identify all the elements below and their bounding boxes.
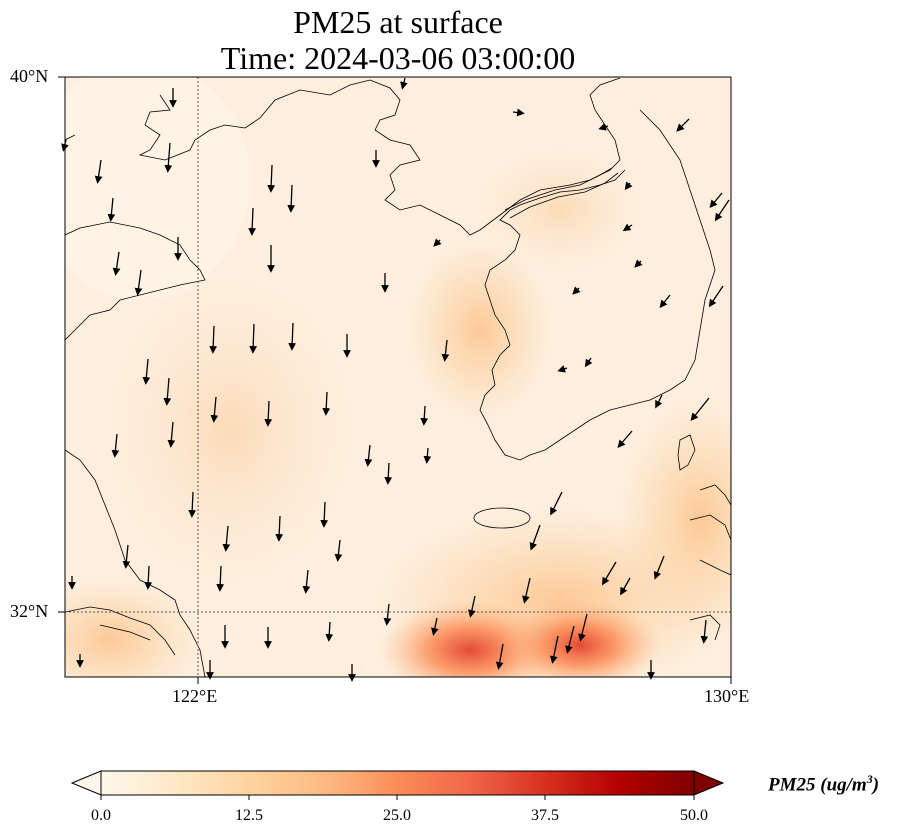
lon-label-130e: 130°E xyxy=(704,686,750,706)
wind-arrow xyxy=(222,525,231,552)
wind-arrow xyxy=(620,577,631,596)
colorbar-tick-1: 12.5 xyxy=(235,807,263,824)
wind-arrow xyxy=(512,108,525,117)
wind-arrow xyxy=(714,199,730,222)
wind-arrow xyxy=(267,164,276,193)
wind-arrow xyxy=(423,447,432,464)
wind-arrow xyxy=(700,619,709,644)
colorbar-max-extend xyxy=(693,770,725,796)
wind-arrow xyxy=(655,394,663,409)
wind-arrow xyxy=(433,238,442,247)
wind-arrow xyxy=(163,377,172,406)
wind-arrow xyxy=(400,77,408,90)
wind-arrow xyxy=(210,396,219,423)
wind-arrow xyxy=(216,565,225,592)
wind-arrow xyxy=(709,192,723,208)
wind-arrow xyxy=(112,251,121,276)
wind-arrow xyxy=(676,118,690,132)
wind-arrow xyxy=(624,181,633,191)
colorbar-min-extend xyxy=(70,770,102,796)
wind-arrow xyxy=(598,123,609,131)
wind-arrow xyxy=(617,430,633,448)
wind-arrow xyxy=(167,421,176,448)
wind-arrow xyxy=(441,339,450,362)
wind-arrow xyxy=(584,357,593,368)
wind-arrow xyxy=(142,358,151,385)
wind-arrow xyxy=(302,569,311,594)
wind-arrow xyxy=(431,617,439,636)
wind-arrow xyxy=(164,142,173,173)
wind-arrow xyxy=(634,259,643,268)
lat-label-32n: 32°N xyxy=(10,601,49,621)
wind-arrow xyxy=(94,159,103,184)
lat-label-40n: 40°N xyxy=(10,66,49,86)
wind-arrow xyxy=(325,621,334,642)
wind-arrow xyxy=(565,625,575,654)
wind-arrow xyxy=(287,184,296,213)
pm25-field xyxy=(65,77,731,677)
wind-arrow xyxy=(264,400,273,427)
wind-arrow xyxy=(209,325,218,354)
wind-arrow xyxy=(111,433,120,458)
wind-arrow xyxy=(690,397,710,422)
wind-arrow xyxy=(134,269,143,296)
lon-label-122e: 122°E xyxy=(172,686,218,706)
wind-arrow xyxy=(107,197,116,222)
gridlines xyxy=(65,77,731,677)
wind-arrow xyxy=(275,515,284,542)
wind-arrow xyxy=(288,322,297,351)
wind-arrow xyxy=(420,405,429,426)
colorbar-tick-0: 0.0 xyxy=(91,807,111,824)
wind-arrow xyxy=(384,462,393,485)
wind-arrow xyxy=(144,565,153,590)
wind-arrow xyxy=(557,365,568,373)
title-line-2: Time: 2024-03-06 03:00:00 xyxy=(220,40,576,76)
wind-arrow xyxy=(549,635,559,664)
wind-arrow xyxy=(383,603,392,626)
wind-arrow xyxy=(320,501,329,528)
wind-arrow xyxy=(364,444,373,467)
wind-arrow xyxy=(188,491,197,518)
wind-arrow xyxy=(334,539,343,562)
wind-arrow xyxy=(249,323,258,354)
colorbar-tick-3: 37.5 xyxy=(531,807,559,824)
wind-arrow xyxy=(522,577,531,604)
colorbar-tick-2: 25.0 xyxy=(383,807,411,824)
title-line-1: PM25 at surface xyxy=(293,4,503,40)
wind-arrow xyxy=(659,294,671,309)
wind-arrow xyxy=(495,643,504,670)
wind-arrow xyxy=(122,544,131,569)
wind-arrow xyxy=(601,561,617,586)
wind-vectors xyxy=(61,77,730,682)
colorbar xyxy=(70,770,725,800)
axis-ticks xyxy=(58,76,732,684)
wind-arrow xyxy=(248,207,257,236)
wind-arrow xyxy=(550,491,563,516)
map-frame xyxy=(64,76,732,678)
wind-arrow xyxy=(529,524,541,551)
wind-arrow xyxy=(572,286,581,295)
wind-arrow xyxy=(708,285,724,308)
colorbar-tick-4: 50.0 xyxy=(680,807,708,824)
wind-arrow xyxy=(653,555,665,580)
colorbar-label: PM25 (ug/m3) xyxy=(768,772,880,796)
coastlines xyxy=(65,77,731,677)
wind-arrow xyxy=(622,223,633,232)
colorbar-bar xyxy=(100,770,695,796)
wind-arrow xyxy=(322,391,331,416)
wind-arrow xyxy=(468,595,476,618)
wind-arrow xyxy=(578,613,588,642)
